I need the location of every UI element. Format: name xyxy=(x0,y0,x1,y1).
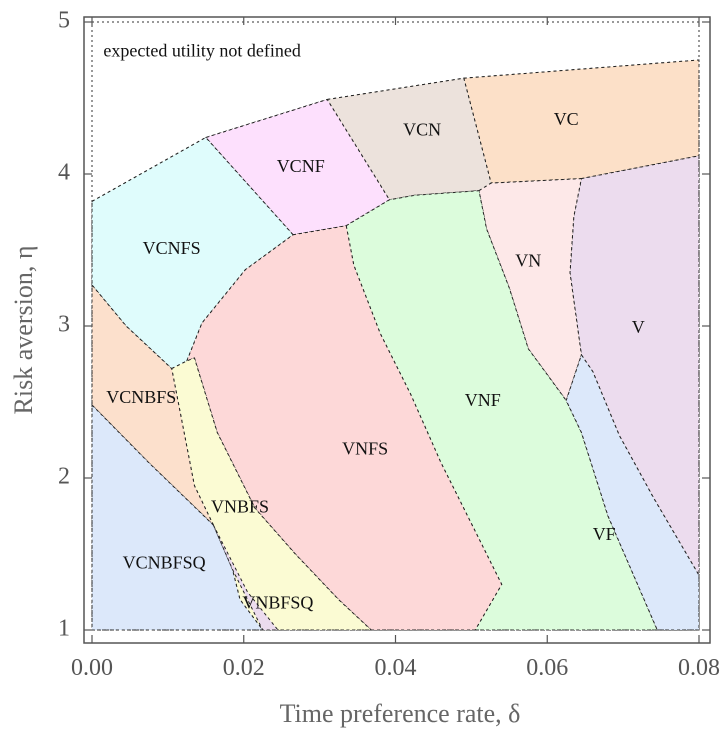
region-label-vnbfs: VNBFS xyxy=(211,497,269,517)
region-vnbfs xyxy=(171,357,373,631)
region-label-v: V xyxy=(632,317,645,337)
region-label-vcnfs: VCNFS xyxy=(143,238,201,258)
axis-ticks: 0.00 0.02 0.04 0.06 0.08 1 2 3 4 5 xyxy=(58,8,720,682)
region-label-expected-utility-not-defined: expected utility not defined xyxy=(103,41,300,61)
x-tick-label: 0.06 xyxy=(526,655,568,681)
x-tick-label: 0.02 xyxy=(223,655,265,681)
region-label-vcn: VCN xyxy=(403,120,441,140)
y-axis-label: Risk aversion, η xyxy=(9,246,38,415)
region-label-vcnbfs: VCNBFS xyxy=(106,387,176,407)
y-tick-label: 4 xyxy=(58,160,70,186)
region-label-vn: VN xyxy=(515,250,541,270)
region-label-vnfs: VNFS xyxy=(342,439,388,459)
x-tick-label: 0.04 xyxy=(375,655,417,681)
region-label-vnf: VNF xyxy=(465,390,501,410)
region-label-vf: VF xyxy=(593,524,616,544)
plot-frame xyxy=(83,16,711,644)
region-label-vc: VC xyxy=(554,109,579,129)
y-tick-label: 5 xyxy=(58,8,70,34)
region-vf xyxy=(565,353,700,631)
region-label-vcnf: VCNF xyxy=(277,156,325,176)
x-axis-label: Time preference rate, δ xyxy=(280,699,521,728)
region-vnbfsq xyxy=(212,524,279,631)
region-labels-layer: expected utility not defined VC VCN VCNF VCN… xyxy=(103,41,644,613)
y-tick-label: 1 xyxy=(58,616,70,642)
region-label-vnbfsq: VNBFSQ xyxy=(242,592,313,612)
x-tick-label: 0.00 xyxy=(71,655,113,681)
region-label-vcnbfsq: VCNBFSQ xyxy=(123,553,206,573)
x-tick-label: 0.08 xyxy=(678,655,720,681)
regions-layer xyxy=(91,59,700,631)
y-tick-label: 3 xyxy=(58,312,70,338)
region-vcnbfs xyxy=(91,283,214,526)
region-vcnbfsq xyxy=(91,403,264,631)
y-tick-label: 2 xyxy=(58,464,70,490)
